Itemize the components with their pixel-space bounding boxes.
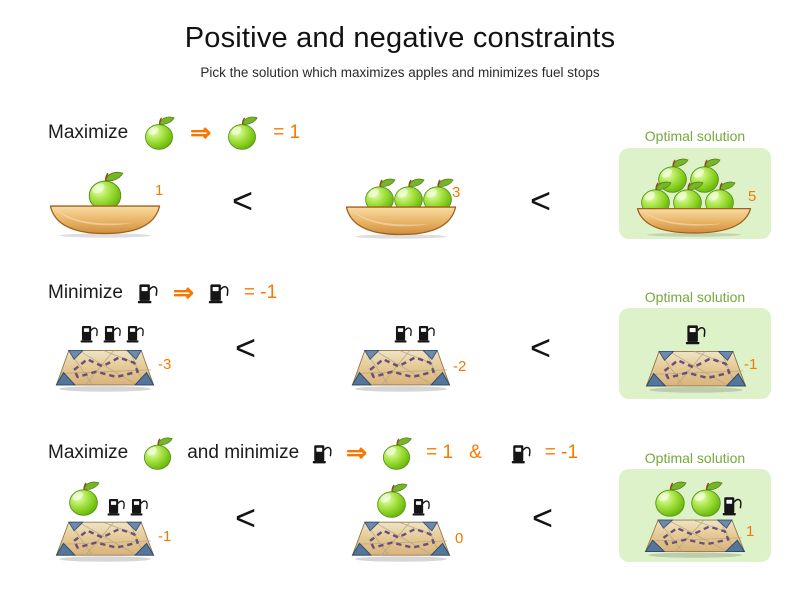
optimal-solution-label: Optimal solution (644, 450, 746, 466)
fuel-pump-icon (510, 442, 533, 465)
apple-icon (140, 436, 175, 471)
candidate-map-apple-1-fuel: 0 (344, 480, 504, 564)
optimal-solution-label: Optimal solution (644, 128, 746, 144)
fuel-pump-icon (207, 281, 231, 305)
fuel-pump-icon (79, 323, 100, 344)
maximize-label: Maximize (48, 122, 129, 143)
trip-map-icon (52, 518, 158, 562)
less-than-icon: < (530, 180, 552, 221)
less-than-icon: < (232, 180, 254, 221)
implies-arrow-icon: ⇒ (172, 278, 194, 307)
trip-map-icon (348, 518, 454, 562)
fuel-pump-icon (136, 281, 160, 305)
fuel-rule-value: = -1 (243, 282, 278, 303)
fuel-pump-icon (125, 323, 146, 344)
maximize-rule-header: Maximize ⇒ = 1 (48, 112, 300, 154)
bowl-icon (344, 203, 458, 239)
candidate-bowl-1-apple: 1 (48, 170, 208, 236)
apple-icon (687, 480, 725, 518)
apple-icon (651, 480, 689, 518)
fuel-pump-icon (106, 496, 127, 517)
bowl-icon (635, 205, 753, 237)
ampersand: & (469, 442, 482, 463)
fuel-pump-icon (102, 323, 123, 344)
page-title: Positive and negative constraints (184, 22, 616, 54)
score-badge: -2 (453, 358, 467, 375)
candidate-bowl-3-apples: 3 (344, 170, 504, 236)
score-badge: -1 (158, 528, 172, 545)
candidate-map-apple-2-fuel: -1 (48, 480, 208, 564)
maximize-label: Maximize (48, 442, 129, 463)
optimal-solution-box-combined: 1 (619, 469, 771, 562)
fuel-pump-icon (684, 322, 708, 346)
score-badge: 1 (155, 182, 164, 199)
trip-map-icon (641, 516, 749, 558)
optimal-solution-box-apples: 5 (619, 148, 771, 239)
apple-rule-value: = 1 (426, 442, 454, 463)
fuel-pump-icon (311, 442, 334, 465)
candidate-map-3-fuel: -3 (48, 322, 208, 394)
trip-map-icon (52, 346, 158, 392)
and-minimize-label: and minimize (187, 442, 300, 463)
implies-arrow-icon: ⇒ (346, 438, 368, 467)
minimize-rule-header: Minimize ⇒ = -1 (48, 272, 277, 314)
apple-icon (141, 115, 177, 151)
score-badge: 1 (746, 523, 755, 540)
page-subtitle: Pick the solution which maximizes apples… (200, 65, 600, 80)
trip-map-icon (642, 347, 750, 393)
apple-icon (373, 482, 410, 519)
bowl-icon (48, 202, 162, 238)
implies-arrow-icon: ⇒ (190, 118, 212, 147)
fuel-pump-icon (416, 323, 437, 344)
apple-icon (224, 115, 260, 151)
minimize-label: Minimize (48, 282, 123, 303)
fuel-rule-value: = -1 (544, 442, 579, 463)
less-than-icon: < (530, 327, 552, 368)
candidate-map-2-fuel: -2 (344, 322, 504, 394)
score-badge: -1 (744, 356, 758, 373)
score-badge: 3 (452, 184, 461, 201)
score-badge: 5 (748, 188, 757, 205)
score-badge: -3 (158, 356, 172, 373)
apple-icon (65, 480, 102, 517)
apple-icon (379, 436, 414, 471)
less-than-icon: < (235, 327, 257, 368)
combined-rule-header: Maximize and minimize ⇒ = 1 & = -1 (48, 432, 578, 474)
apple-rule-value: = 1 (273, 122, 301, 143)
less-than-icon: < (532, 497, 554, 538)
fuel-pump-icon (393, 323, 414, 344)
fuel-pump-icon (721, 494, 744, 517)
fuel-pump-icon (129, 496, 150, 517)
optimal-solution-label: Optimal solution (644, 289, 746, 305)
less-than-icon: < (235, 497, 257, 538)
fuel-pump-icon (411, 496, 432, 517)
score-badge: 0 (455, 530, 464, 547)
trip-map-icon (348, 346, 454, 392)
optimal-solution-box-fuel: -1 (619, 308, 771, 399)
